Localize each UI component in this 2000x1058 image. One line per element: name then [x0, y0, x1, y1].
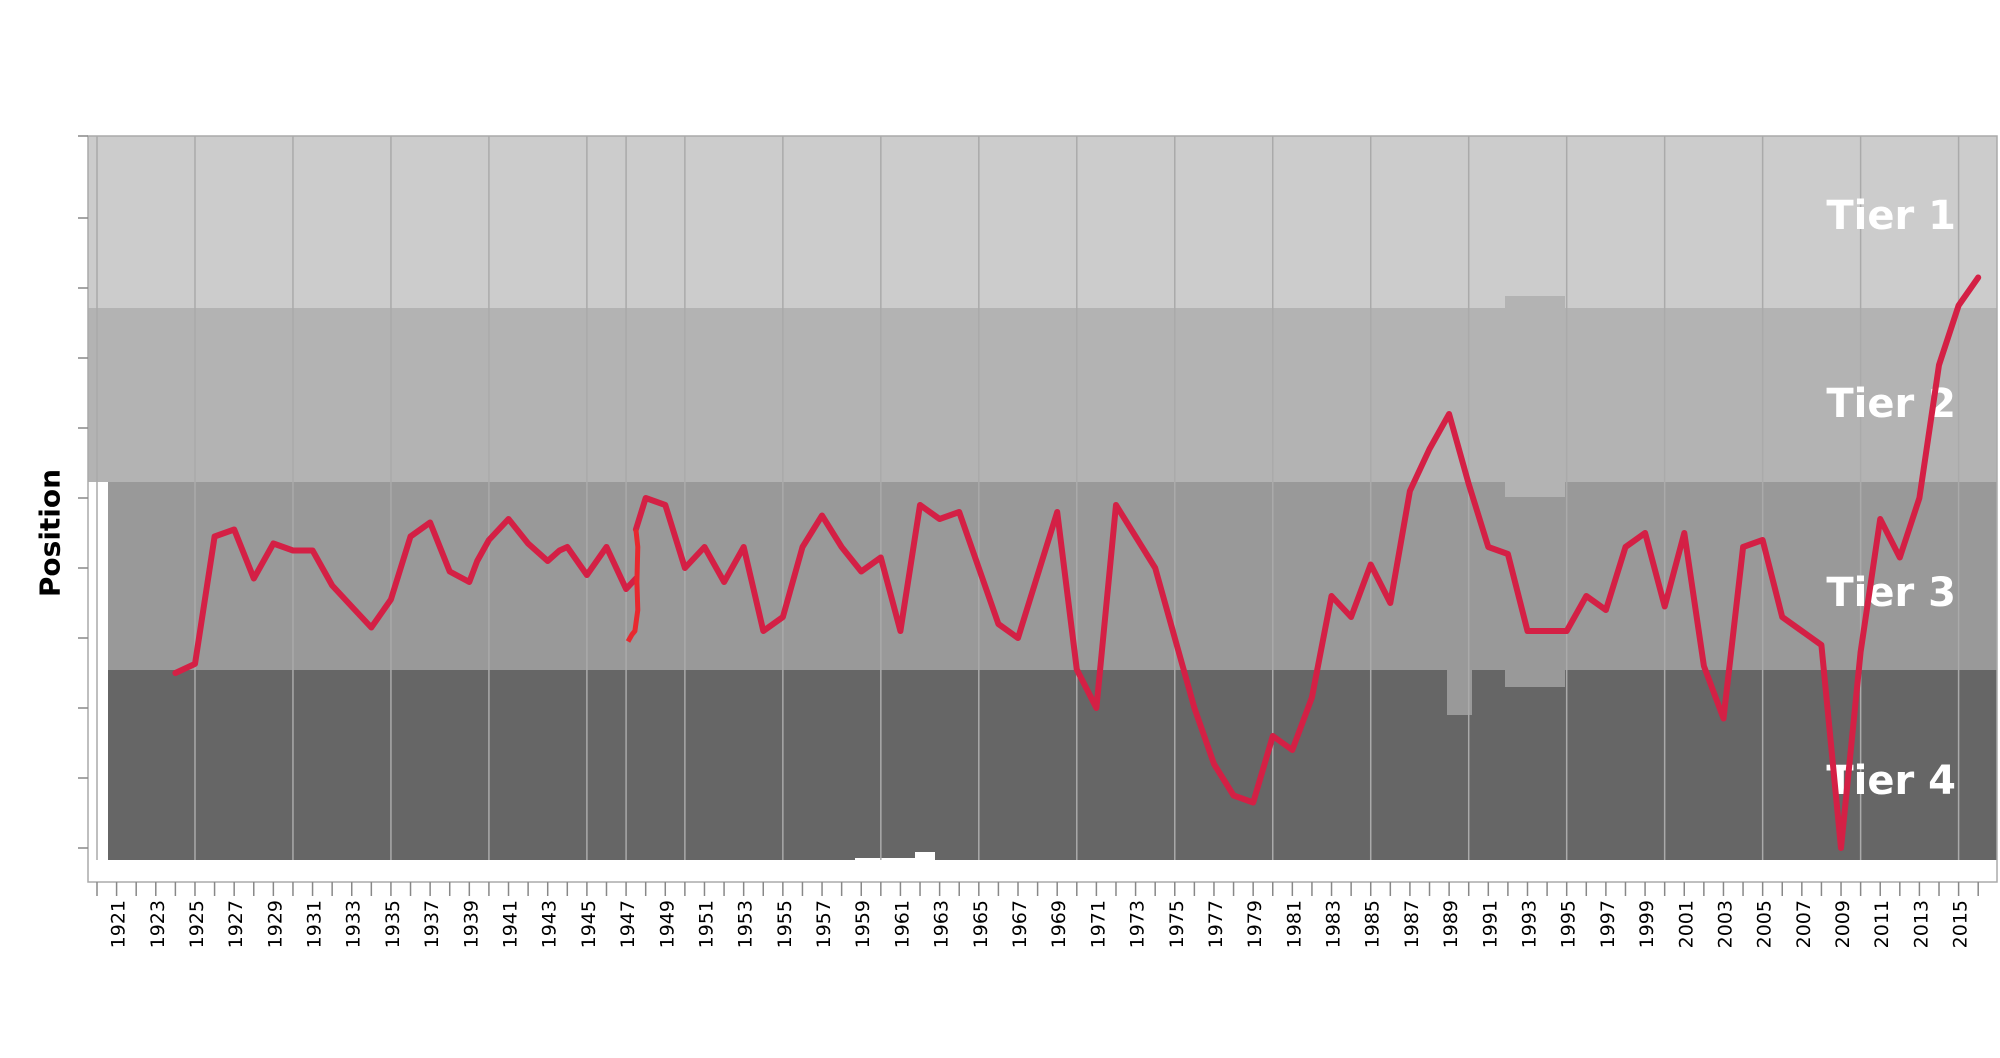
- x-tick-label: 1983: [1323, 900, 1345, 948]
- x-tick-label: 2009: [1832, 900, 1854, 948]
- x-tick-label: 1925: [186, 900, 208, 948]
- x-tick-label: 1955: [774, 900, 796, 948]
- x-tick-label: 1927: [225, 900, 247, 948]
- axes: [78, 135, 1998, 896]
- x-tick-label: 1923: [147, 900, 169, 948]
- x-tick-label: 1935: [382, 900, 404, 948]
- series-line: [632, 274, 1982, 851]
- tier-band: [88, 136, 1997, 308]
- band-notch: [855, 858, 935, 882]
- x-tick-label: 2001: [1675, 900, 1697, 948]
- x-tick-label: 2011: [1871, 900, 1893, 948]
- series-line-segment: [625, 529, 641, 643]
- band-notch: [1428, 296, 1505, 308]
- x-tick-label: 1979: [1244, 900, 1266, 948]
- x-tick-label: 1981: [1283, 900, 1305, 948]
- x-tick-label: 1949: [656, 900, 678, 948]
- x-tick-label: 1957: [813, 900, 835, 948]
- x-tick-label: 1975: [1166, 900, 1188, 948]
- x-tick-label: 1999: [1636, 900, 1658, 948]
- band-notch: [1505, 670, 1565, 687]
- tier-band: [108, 670, 1997, 860]
- x-tick-label: 1945: [578, 900, 600, 948]
- x-tick-label: 1965: [970, 900, 992, 948]
- x-tick-label: 1931: [304, 900, 326, 948]
- x-tick-label: 1941: [500, 900, 522, 948]
- x-tick-label: 1971: [1087, 900, 1109, 948]
- x-tick-labels: 1921 1923 1925 1927 1929 1931 1933 1935 1937 1939…: [108, 900, 1972, 948]
- x-tick-label: 2015: [1950, 900, 1972, 948]
- x-tick-label: 1933: [343, 900, 365, 948]
- plot-frame: [87, 135, 1998, 883]
- x-tick-label: 1995: [1558, 900, 1580, 948]
- x-tick-label: 1959: [852, 900, 874, 948]
- x-tick-label: 1953: [735, 900, 757, 948]
- x-tick-label: 1929: [264, 900, 286, 948]
- band-notch: [1505, 482, 1565, 497]
- tier-band: [88, 308, 1997, 482]
- series-group: [172, 274, 1982, 851]
- x-tick-label: 1973: [1127, 900, 1149, 948]
- x-tick-label: 1961: [891, 900, 913, 948]
- x-tick-label: 2007: [1793, 900, 1815, 948]
- x-tick-label: 1991: [1479, 900, 1501, 948]
- x-tick-label: 1969: [1048, 900, 1070, 948]
- tier-label: Tier 1: [1826, 193, 1956, 239]
- x-tick-label: 2013: [1910, 900, 1932, 948]
- x-tick-label: 1997: [1597, 900, 1619, 948]
- x-tick-label: 1951: [695, 900, 717, 948]
- band-notch: [915, 852, 935, 860]
- x-tick-label: 2005: [1754, 900, 1776, 948]
- x-tick-label: 2003: [1714, 900, 1736, 948]
- x-tick-label: 1989: [1440, 900, 1462, 948]
- x-tick-label: 1987: [1401, 900, 1423, 948]
- band-notch: [1505, 296, 1565, 308]
- tier-label: Tier 3: [1826, 570, 1956, 616]
- x-tick-label: 1977: [1205, 900, 1227, 948]
- x-tick-label: 1985: [1362, 900, 1384, 948]
- x-tick-label: 1943: [539, 900, 561, 948]
- tier-band: [108, 482, 1997, 670]
- x-tick-label: 1921: [108, 900, 130, 948]
- x-tick-label: 1963: [931, 900, 953, 948]
- x-tick-label: 1967: [1009, 900, 1031, 948]
- tier-bands: [88, 136, 1997, 882]
- x-tick-label: 1937: [421, 900, 443, 948]
- band-notch: [1447, 670, 1472, 715]
- grid-lines: [96, 136, 1960, 860]
- x-tick-label: 1939: [460, 900, 482, 948]
- x-tick-label: 1993: [1518, 900, 1540, 948]
- x-tick-label: 1947: [617, 900, 639, 948]
